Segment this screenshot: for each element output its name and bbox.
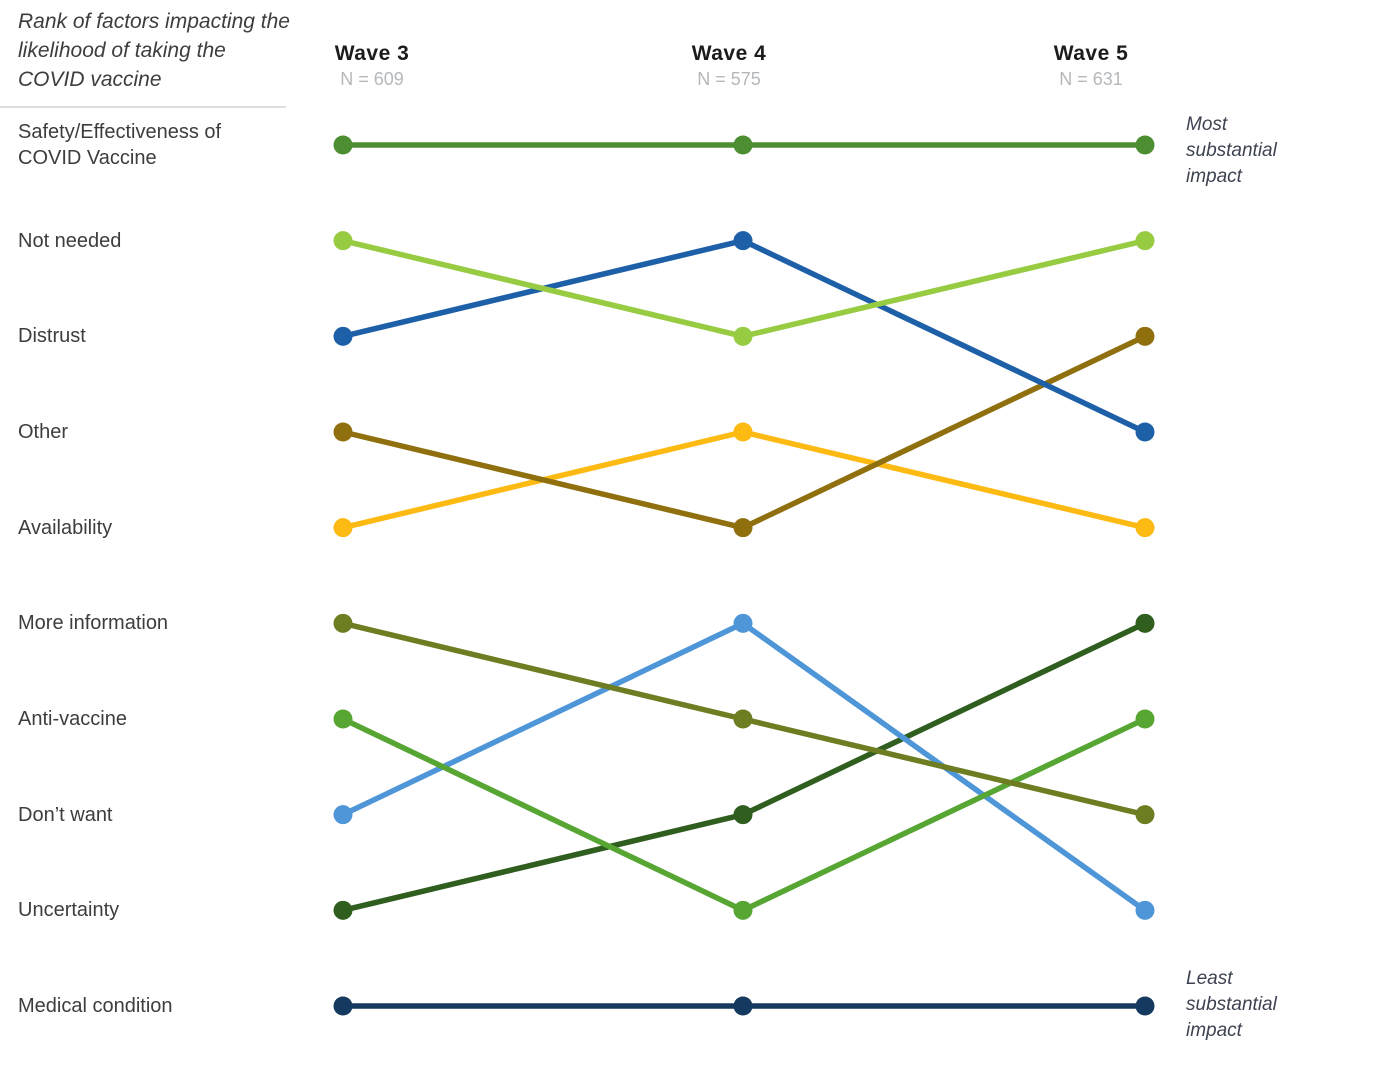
series-point [733, 996, 753, 1016]
factor-label-other: Other [18, 421, 69, 443]
series-point [1135, 805, 1155, 825]
series-line [340, 620, 1148, 914]
series-point [333, 709, 353, 729]
series-point [733, 231, 753, 251]
series-point [333, 996, 353, 1016]
series-safety-effectiveness-of-covid-vaccine [333, 135, 1155, 155]
least-substantial-annotation: Least substantial impact [1186, 968, 1277, 1042]
most-substantial-annotation: Most substantial impact [1186, 114, 1277, 188]
series-point [733, 613, 753, 633]
series-point [1135, 231, 1155, 251]
series-point [1135, 996, 1155, 1016]
series-point [733, 805, 753, 825]
factor-label-safety-effectiveness-of-covid-vaccine: Safety/Effectiveness of COVID Vaccine [18, 121, 222, 169]
factor-label-anti-vaccine: Anti-vaccine [18, 708, 127, 730]
chart-title: Rank of factors impacting the likelihood… [18, 10, 290, 91]
series-distrust [333, 231, 1155, 442]
factor-label-more-information: More information [18, 612, 169, 635]
series-point [333, 135, 353, 155]
series-point [333, 422, 353, 442]
factor-label-don-t-want: Don’t want [18, 803, 113, 826]
series-line [340, 429, 1148, 531]
wave-4-header: Wave 4 N = 575 [692, 42, 767, 90]
series-point [1135, 518, 1155, 538]
wave-3-header: Wave 3 N = 609 [335, 42, 410, 90]
series-point [333, 805, 353, 825]
series-point [733, 422, 753, 442]
wave-3-sample-size: N = 609 [340, 69, 404, 89]
series-point [1135, 709, 1155, 729]
title-divider [0, 106, 286, 108]
factor-label-distrust: Distrust [18, 325, 86, 348]
series-point [333, 518, 353, 538]
series-more-information [333, 613, 1155, 825]
series-point [333, 231, 353, 251]
factor-label-availability: Availability [18, 516, 113, 539]
series-point [333, 613, 353, 633]
series-point [1135, 135, 1155, 155]
factor-label-uncertainty: Uncertainty [18, 899, 120, 922]
series-point [733, 709, 753, 729]
wave-5-sample-size: N = 631 [1059, 69, 1123, 89]
factor-label-not-needed: Not needed [18, 229, 122, 252]
wave-5-header: Wave 5 N = 631 [1054, 42, 1129, 90]
series-point [733, 326, 753, 346]
wave-5-label: Wave 5 [1053, 42, 1129, 65]
series-uncertainty [333, 613, 1155, 920]
series-other [333, 326, 1155, 538]
series-point [1135, 613, 1155, 633]
series-line [340, 237, 1148, 340]
series-point [333, 900, 353, 920]
wave-4-label: Wave 4 [691, 42, 767, 65]
series-don-t-want [333, 613, 1155, 920]
series-line [340, 620, 1148, 914]
series-point [1135, 326, 1155, 346]
series-point [733, 518, 753, 538]
wave-3-label: Wave 3 [334, 42, 410, 65]
series-availability [333, 422, 1155, 538]
series-point [1135, 900, 1155, 920]
series-point [733, 900, 753, 920]
series-not-needed [333, 231, 1155, 346]
factor-label-medical-condition: Medical condition [18, 995, 173, 1017]
wave-4-sample-size: N = 575 [697, 69, 761, 89]
series-point [733, 135, 753, 155]
series-point [333, 326, 353, 346]
series-point [1135, 422, 1155, 442]
series-medical-condition [333, 996, 1155, 1016]
